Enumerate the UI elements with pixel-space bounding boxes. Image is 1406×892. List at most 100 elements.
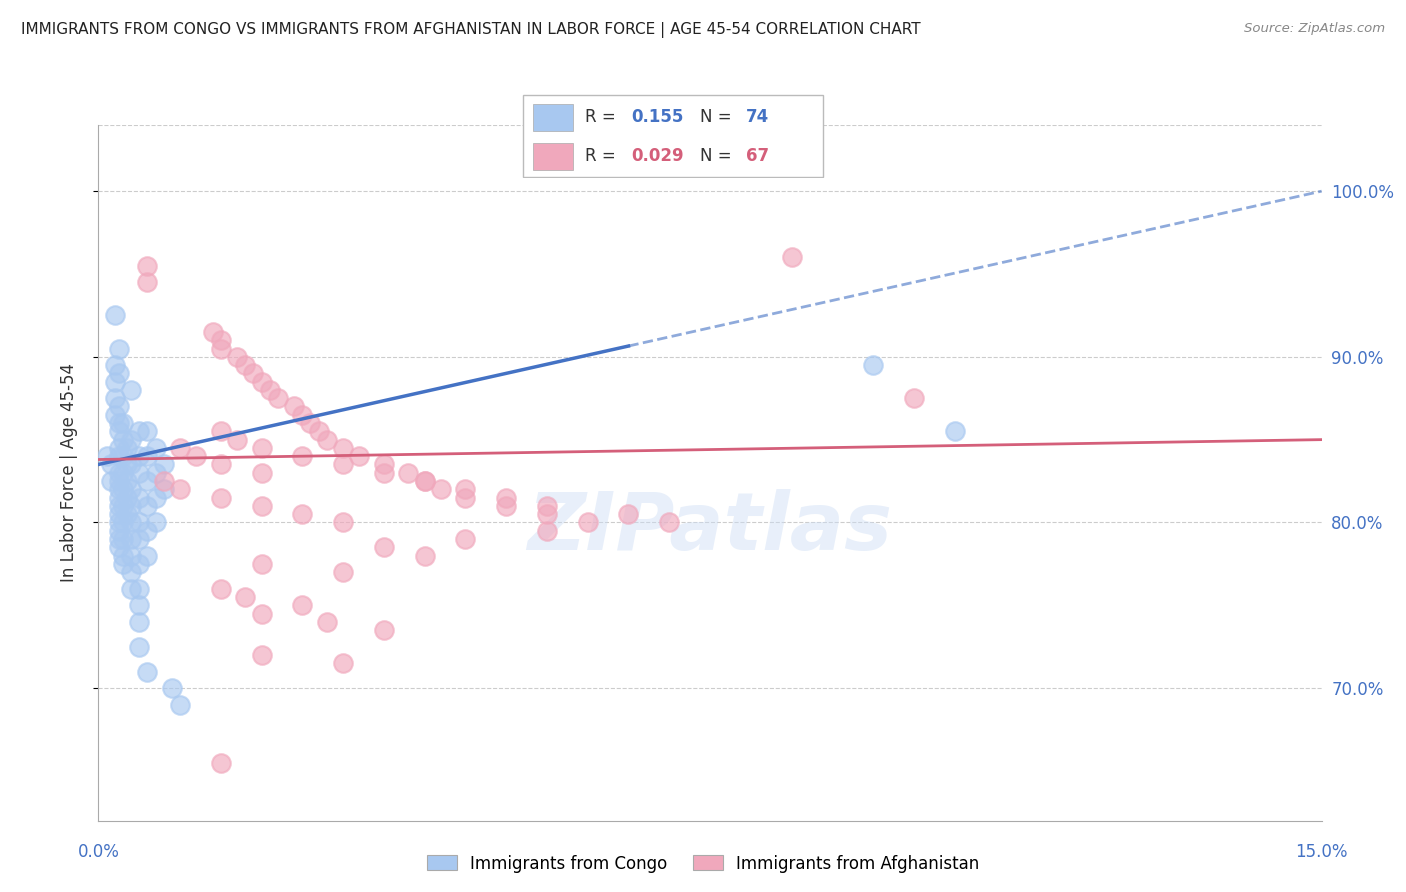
Text: 15.0%: 15.0% <box>1295 843 1348 861</box>
Point <box>373 623 395 637</box>
Point <box>108 425 131 439</box>
Text: R =: R = <box>585 147 621 165</box>
Point <box>349 449 371 463</box>
Point <box>115 491 138 505</box>
Point <box>250 466 273 480</box>
Point <box>233 358 256 372</box>
Point <box>120 499 142 513</box>
Point <box>128 532 150 546</box>
Point <box>120 582 142 596</box>
Text: 0.0%: 0.0% <box>77 843 120 861</box>
Point <box>111 532 134 546</box>
Point <box>396 466 419 480</box>
Point <box>413 474 436 488</box>
Point <box>169 698 191 712</box>
Point <box>108 466 131 480</box>
Text: Source: ZipAtlas.com: Source: ZipAtlas.com <box>1244 22 1385 36</box>
Point <box>283 400 305 414</box>
Point <box>226 433 249 447</box>
Text: N =: N = <box>700 109 737 127</box>
Point <box>120 458 142 472</box>
Point <box>128 615 150 629</box>
Point <box>111 557 134 571</box>
Point <box>120 433 142 447</box>
Point <box>250 648 273 662</box>
Point <box>115 507 138 521</box>
Point <box>111 466 134 480</box>
Point <box>903 391 925 405</box>
Point <box>108 524 131 538</box>
Point <box>136 524 159 538</box>
Point <box>104 358 127 372</box>
Point <box>250 441 273 455</box>
Point <box>209 582 232 596</box>
Point <box>536 499 558 513</box>
Point <box>943 425 966 439</box>
Point <box>120 565 142 579</box>
Point <box>128 516 150 530</box>
Point <box>120 516 142 530</box>
Point <box>104 408 127 422</box>
Point <box>536 507 558 521</box>
Point <box>308 425 330 439</box>
Point <box>145 491 167 505</box>
Point <box>128 425 150 439</box>
Point <box>291 507 314 521</box>
Point <box>145 441 167 455</box>
Point <box>250 607 273 621</box>
Point <box>128 449 150 463</box>
Point <box>332 657 354 671</box>
Point <box>136 275 159 289</box>
Point <box>111 549 134 563</box>
Point <box>209 458 232 472</box>
Point <box>332 458 354 472</box>
Y-axis label: In Labor Force | Age 45-54: In Labor Force | Age 45-54 <box>59 363 77 582</box>
Point <box>413 549 436 563</box>
Point <box>120 532 142 546</box>
Point <box>108 342 131 356</box>
Point <box>108 516 131 530</box>
Point <box>128 491 150 505</box>
Point <box>108 532 131 546</box>
Point <box>104 375 127 389</box>
Point <box>108 507 131 521</box>
Point <box>96 449 118 463</box>
Point <box>233 590 256 604</box>
Point <box>250 557 273 571</box>
Bar <box>533 103 572 131</box>
Point <box>104 309 127 323</box>
Point <box>145 466 167 480</box>
Point <box>373 466 395 480</box>
Point <box>250 375 273 389</box>
Point <box>111 433 134 447</box>
Text: 74: 74 <box>747 109 769 127</box>
Point <box>145 516 167 530</box>
Point <box>209 342 232 356</box>
Point <box>136 549 159 563</box>
Point <box>209 333 232 347</box>
Point <box>209 425 232 439</box>
Point <box>104 391 127 405</box>
Point <box>108 491 131 505</box>
Point <box>136 499 159 513</box>
Legend: Immigrants from Congo, Immigrants from Afghanistan: Immigrants from Congo, Immigrants from A… <box>420 848 986 880</box>
Point <box>315 615 337 629</box>
Point <box>430 483 453 497</box>
Point <box>413 474 436 488</box>
Point <box>658 516 681 530</box>
Point <box>495 491 517 505</box>
Point <box>111 416 134 430</box>
Point <box>536 524 558 538</box>
Point <box>136 425 159 439</box>
Point <box>152 483 174 497</box>
Point <box>136 474 159 488</box>
Point <box>373 541 395 555</box>
Point <box>454 532 477 546</box>
Point <box>160 681 183 695</box>
Point <box>576 516 599 530</box>
Point <box>108 441 131 455</box>
Bar <box>533 143 572 169</box>
Point <box>315 433 337 447</box>
Point <box>108 449 131 463</box>
Point <box>495 499 517 513</box>
